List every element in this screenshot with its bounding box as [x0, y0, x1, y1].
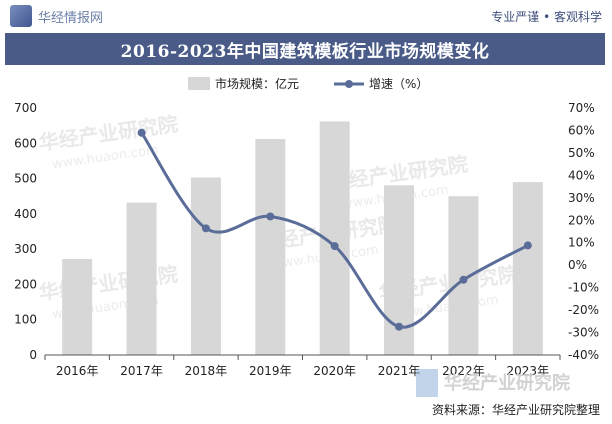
x-tick-label: 2019年: [249, 364, 292, 378]
y-right-tick-label: 20%: [568, 213, 595, 227]
y-right-tick-label: 30%: [568, 191, 595, 205]
x-tick-label: 2018年: [185, 364, 228, 378]
watermark-corner: 华经产业研究院: [416, 369, 570, 397]
y-right-tick-label: 70%: [568, 101, 595, 115]
legend-line-label: 增速（%）: [369, 77, 428, 91]
y-left-tick-label: 600: [14, 136, 37, 150]
chart-title: 2016-2023年中国建筑模板行业市场规模变化: [120, 41, 490, 62]
legend: 市场规模：亿元 增速（%）: [188, 76, 428, 91]
x-tick-label: 2016年: [56, 364, 99, 378]
brand-logo-icon: [10, 5, 32, 27]
x-tick-labels: 2016年 2017年 2018年 2019年 2020年 2021年 2022年 2023年: [44, 355, 561, 378]
growth-point: [201, 224, 210, 233]
bar: [126, 202, 157, 355]
y-left-tick-label: 0: [29, 348, 37, 362]
y-left-tick-label: 700: [14, 101, 37, 115]
brand: 华经情报网: [10, 5, 103, 27]
growth-point: [395, 322, 404, 331]
y-right-tick-label: 60%: [568, 123, 595, 137]
slogan: 专业严谨 • 客观科学: [491, 9, 602, 24]
growth-point: [266, 212, 275, 221]
y-right-tick-label: -40%: [568, 348, 599, 362]
y-right-tick-label: -10%: [568, 281, 599, 295]
watermark-corner-text: 华经产业研究院: [444, 372, 570, 394]
y-right-tick-label: 0%: [568, 258, 587, 272]
y-right-tick-labels: -40% -30% -20% -10% 0% 10% 20% 30% 40% 50% 60% 70%: [568, 101, 599, 362]
y-right-tick-label: -30%: [568, 326, 599, 340]
bar: [62, 259, 93, 355]
legend-bar-swatch: [188, 77, 210, 90]
y-right-tick-label: -20%: [568, 303, 599, 317]
bar: [512, 182, 543, 355]
legend-line-marker: [345, 80, 353, 88]
x-tick-label: 2023年: [507, 364, 550, 378]
top-bar: 华经情报网 专业严谨 • 客观科学: [0, 0, 612, 32]
y-right-tick-label: 40%: [568, 168, 595, 182]
x-tick-label: 2020年: [313, 364, 356, 378]
x-tick-label: 2021年: [378, 364, 421, 378]
growth-point: [523, 241, 532, 250]
legend-bar-label: 市场规模：亿元: [215, 76, 299, 91]
y-left-tick-labels: 0 100 200 300 400 500 600 700: [14, 101, 37, 362]
bar: [190, 177, 221, 355]
y-right-tick-label: 10%: [568, 236, 595, 250]
brand-name: 华经情报网: [38, 10, 104, 26]
x-tick-label: 2017年: [120, 364, 163, 378]
growth-point: [459, 275, 468, 284]
y-left-tick-label: 200: [14, 277, 37, 291]
growth-point: [330, 242, 339, 251]
y-left-tick-label: 100: [14, 313, 37, 327]
y-right-tick-label: 50%: [568, 146, 595, 160]
y-left-tick-label: 400: [14, 207, 37, 221]
growth-point: [137, 128, 146, 137]
bar: [448, 196, 479, 355]
title-bar: 2016-2023年中国建筑模板行业市场规模变化: [5, 33, 605, 65]
watermark-logo-icon: [416, 369, 438, 397]
x-tick-label: 2022年: [442, 364, 485, 378]
bars: [62, 121, 543, 355]
bar: [255, 139, 286, 355]
growth-points: [137, 128, 532, 331]
source-note: 资料来源：华经产业研究院整理: [431, 403, 600, 417]
y-left-tick-label: 500: [14, 172, 37, 186]
y-left-tick-label: 300: [14, 242, 37, 256]
